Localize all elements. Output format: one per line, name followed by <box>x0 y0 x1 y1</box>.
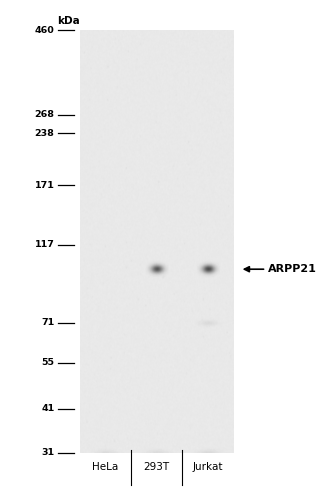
Text: HeLa: HeLa <box>92 462 119 472</box>
Text: 460: 460 <box>35 26 54 35</box>
Text: kDa: kDa <box>58 16 80 26</box>
Text: 293T: 293T <box>144 462 169 472</box>
Text: ARPP21: ARPP21 <box>268 264 317 274</box>
Text: 171: 171 <box>35 181 54 190</box>
Text: 238: 238 <box>35 129 54 138</box>
Text: 117: 117 <box>35 240 54 249</box>
Text: 268: 268 <box>34 110 54 119</box>
Text: Jurkat: Jurkat <box>192 462 223 472</box>
Text: 41: 41 <box>41 404 54 413</box>
Text: 55: 55 <box>41 358 54 367</box>
Text: 31: 31 <box>41 448 54 457</box>
Text: 71: 71 <box>41 318 54 327</box>
